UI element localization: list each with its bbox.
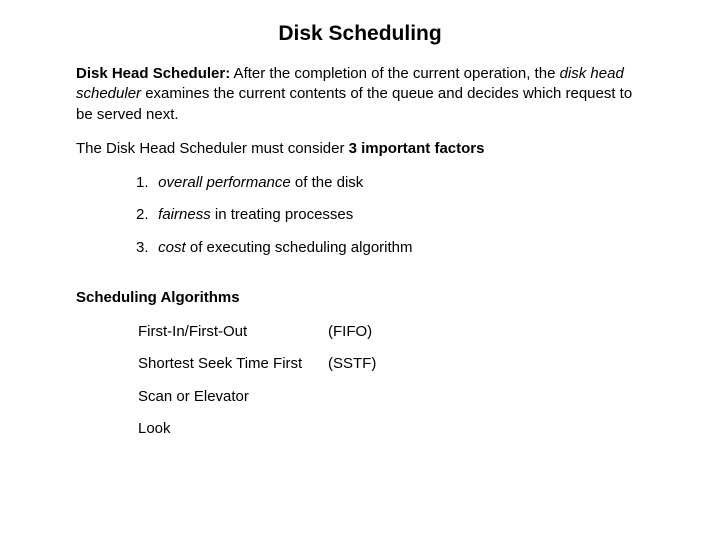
intro-text-after: examines the current contents of the que… [76,85,632,122]
factor-item-2: 2. fairness in treating processes [136,205,644,225]
factors-list: 1. overall performance of the disk 2. fa… [76,173,644,258]
algo-row-fifo: First-In/First-Out (FIFO) [138,322,644,342]
algorithms-heading: Scheduling Algorithms [76,288,644,308]
factor-num: 1. [136,173,154,193]
factor-rest: in treating processes [211,206,354,223]
factor-item-1: 1. overall performance of the disk [136,173,644,193]
factor-num: 3. [136,238,154,258]
algo-abbr: (SSTF) [328,354,408,374]
intro-text-before: After the completion of the current oper… [230,65,559,82]
body-content: Disk Head Scheduler: After the completio… [40,64,680,439]
factors-intro-text: The Disk Head Scheduler must consider [76,140,349,157]
algo-abbr [328,387,408,407]
factor-item-3: 3. cost of executing scheduling algorith… [136,238,644,258]
intro-term: Disk Head Scheduler: [76,65,230,82]
algo-abbr: (FIFO) [328,322,408,342]
factor-num: 2. [136,205,154,225]
algo-name: Scan or Elevator [138,387,328,407]
algorithms-list: First-In/First-Out (FIFO) Shortest Seek … [138,322,644,439]
factor-em: cost [158,239,186,256]
algo-row-sstf: Shortest Seek Time First (SSTF) [138,354,644,374]
page-title: Disk Scheduling [40,22,680,46]
factor-rest: of executing scheduling algorithm [186,239,413,256]
algo-name: First-In/First-Out [138,322,328,342]
algo-name: Look [138,419,328,439]
algo-abbr [328,419,408,439]
slide: Disk Scheduling Disk Head Scheduler: Aft… [0,0,720,540]
factor-em: overall performance [158,174,291,191]
algo-row-look: Look [138,419,644,439]
factor-em: fairness [158,206,211,223]
algo-row-scan: Scan or Elevator [138,387,644,407]
factors-intro-bold: 3 important factors [349,140,485,157]
intro-paragraph: Disk Head Scheduler: After the completio… [76,64,644,125]
algo-name: Shortest Seek Time First [138,354,328,374]
factors-intro: The Disk Head Scheduler must consider 3 … [76,139,644,159]
factor-rest: of the disk [291,174,364,191]
